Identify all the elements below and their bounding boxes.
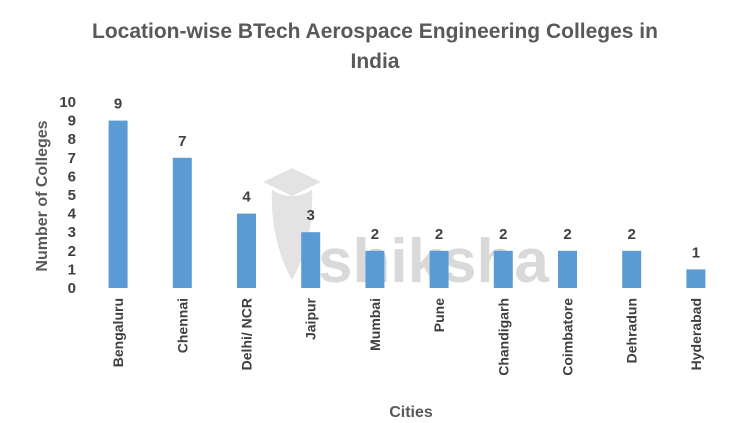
y-tick-label: 5 xyxy=(68,187,76,204)
bar xyxy=(365,250,385,288)
y-tick-label: 0 xyxy=(68,280,76,297)
y-axis-title: Number of Colleges xyxy=(34,120,51,271)
bar xyxy=(108,120,128,288)
data-label: 1 xyxy=(692,244,700,261)
bar xyxy=(686,269,706,288)
graduation-cap-icon xyxy=(263,168,321,196)
x-tick-label: Chandigarh xyxy=(495,298,511,376)
chart-title-line2: India xyxy=(350,50,399,73)
x-tick-label: Pune xyxy=(431,298,447,332)
y-tick-label: 4 xyxy=(68,206,77,223)
data-label: 4 xyxy=(242,189,251,206)
x-tick-label: Delhi/ NCR xyxy=(239,298,255,370)
bar xyxy=(622,250,642,288)
y-tick-label: 2 xyxy=(68,243,76,260)
data-label: 2 xyxy=(499,226,507,243)
data-label: 2 xyxy=(628,226,636,243)
data-labels: 9 7 4 3 2 2 2 2 2 1 xyxy=(114,96,700,262)
x-tick-label: Coimbatore xyxy=(560,298,576,376)
y-tick-label: 6 xyxy=(68,168,76,185)
y-tick-label: 8 xyxy=(68,131,76,148)
bar xyxy=(172,157,192,288)
x-tick-label: Mumbai xyxy=(367,298,383,351)
bar xyxy=(429,250,449,288)
y-tick-label: 7 xyxy=(68,150,76,167)
chart-title-line1: Location-wise BTech Aerospace Engineerin… xyxy=(92,20,658,43)
data-label: 2 xyxy=(563,226,571,243)
data-label: 3 xyxy=(307,207,315,224)
y-tick-label: 10 xyxy=(59,94,76,111)
x-tick-label: Dehradun xyxy=(624,298,640,363)
y-axis-ticks: 0 12 34 5 67 89 10 xyxy=(59,94,76,297)
category-labels: Bengaluru Chennai Delhi/ NCR Jaipur Mumbai Pu… xyxy=(110,297,704,375)
bar xyxy=(493,250,513,288)
x-axis-title: Cities xyxy=(389,404,433,421)
data-label: 2 xyxy=(435,226,443,243)
x-tick-label: Chennai xyxy=(174,298,190,353)
y-tick-label: 3 xyxy=(68,224,76,241)
bar xyxy=(558,250,577,288)
bar xyxy=(237,213,256,288)
y-tick-label: 9 xyxy=(68,113,76,130)
y-tick-label: 1 xyxy=(68,261,76,278)
data-label: 9 xyxy=(114,96,122,113)
x-tick-label: Bengaluru xyxy=(110,298,126,367)
x-tick-label: Jaipur xyxy=(303,297,319,340)
data-label: 7 xyxy=(178,133,186,150)
bars xyxy=(108,120,706,288)
x-tick-label: Hyderabad xyxy=(688,298,704,370)
bar xyxy=(301,232,321,288)
data-label: 2 xyxy=(371,226,379,243)
